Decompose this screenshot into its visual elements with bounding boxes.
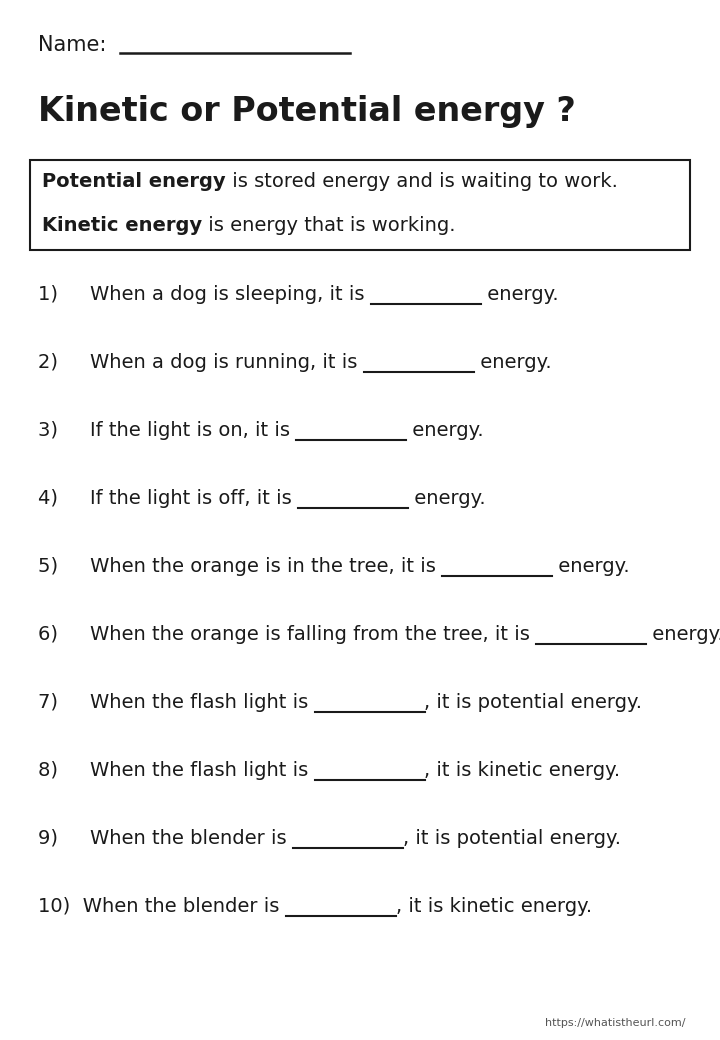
Text: 3)   If the light is on, it is: 3) If the light is on, it is xyxy=(38,421,296,440)
Text: 10)  When the blender is: 10) When the blender is xyxy=(38,896,286,916)
Text: Name:: Name: xyxy=(38,35,120,55)
Text: 6)   When the orange is falling from the tree, it is: 6) When the orange is falling from the t… xyxy=(38,625,536,644)
Text: , it is kinetic energy.: , it is kinetic energy. xyxy=(395,896,592,916)
Text: , it is kinetic energy.: , it is kinetic energy. xyxy=(425,761,621,780)
Text: 9)   When the blender is: 9) When the blender is xyxy=(38,829,293,848)
Text: is stored energy and is waiting to work.: is stored energy and is waiting to work. xyxy=(225,172,618,191)
Text: https://whatistheurl.com/: https://whatistheurl.com/ xyxy=(544,1018,685,1028)
Text: Kinetic energy: Kinetic energy xyxy=(42,216,202,235)
Text: 4)   If the light is off, it is: 4) If the light is off, it is xyxy=(38,489,298,508)
Text: energy.: energy. xyxy=(646,625,720,644)
Text: , it is potential energy.: , it is potential energy. xyxy=(403,829,621,848)
Text: , it is potential energy.: , it is potential energy. xyxy=(425,693,642,712)
Text: 7)   When the flash light is: 7) When the flash light is xyxy=(38,693,315,712)
Text: energy.: energy. xyxy=(408,489,485,508)
Text: energy.: energy. xyxy=(406,421,484,440)
Text: 2)   When a dog is running, it is: 2) When a dog is running, it is xyxy=(38,353,364,372)
Text: 8)   When the flash light is: 8) When the flash light is xyxy=(38,761,315,780)
Text: Kinetic or Potential energy ?: Kinetic or Potential energy ? xyxy=(38,95,576,128)
Text: energy.: energy. xyxy=(552,557,630,576)
FancyBboxPatch shape xyxy=(30,160,690,250)
Text: is energy that is working.: is energy that is working. xyxy=(202,216,456,235)
Text: Potential energy: Potential energy xyxy=(42,172,225,191)
Text: energy.: energy. xyxy=(481,285,559,304)
Text: 1)   When a dog is sleeping, it is: 1) When a dog is sleeping, it is xyxy=(38,285,371,304)
Text: energy.: energy. xyxy=(474,353,552,372)
Text: 5)   When the orange is in the tree, it is: 5) When the orange is in the tree, it is xyxy=(38,557,442,576)
